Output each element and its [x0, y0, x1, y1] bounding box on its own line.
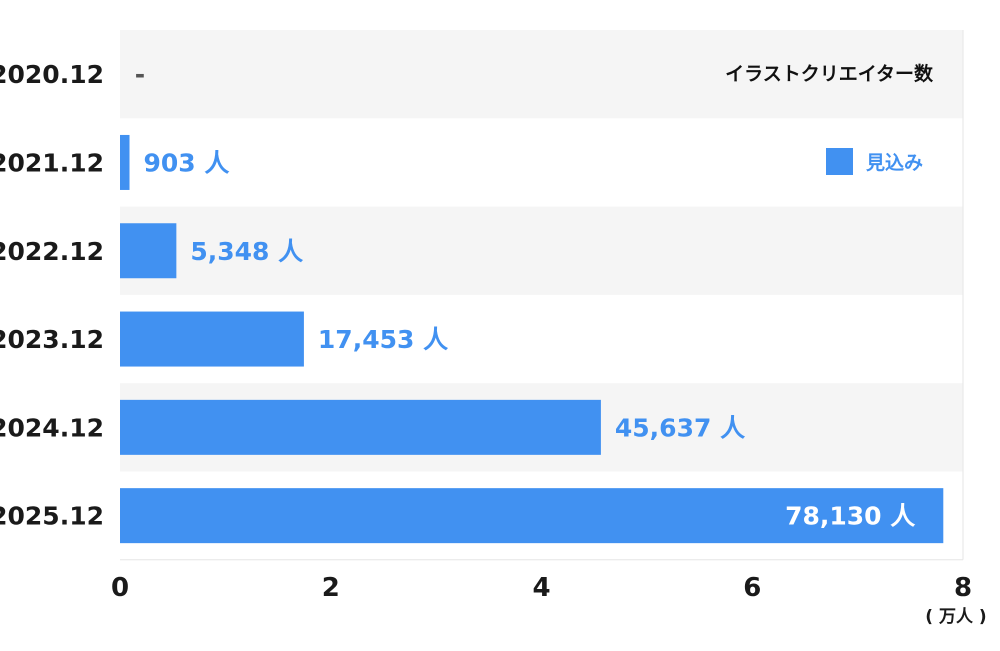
x-axis [120, 30, 964, 561]
x-axis-unit: ( 万人 ) [925, 607, 986, 627]
category-label: 2020.12 [0, 60, 104, 89]
row-bands [120, 30, 963, 472]
legend-title: イラストクリエイター数 [725, 62, 934, 85]
value-label: 78,130 人 [785, 502, 915, 531]
bars [120, 134, 944, 544]
category-label: 2024.12 [0, 413, 104, 442]
category-labels: 2020.12 2021.12 2022.12 2023.12 2024.12 2025.… [0, 60, 104, 531]
legend: イラストクリエイター数 見込み [725, 62, 934, 175]
value-label: 45,637 人 [615, 413, 745, 442]
value-label: 5,348 人 [190, 237, 303, 266]
x-tick-label: 6 [743, 573, 761, 603]
category-label: 2022.12 [0, 237, 104, 266]
value-label: 17,453 人 [318, 325, 448, 354]
row-band [120, 206, 963, 295]
category-label: 2025.12 [0, 502, 104, 531]
category-label: 2021.12 [0, 148, 104, 177]
bar-2025.12 [120, 488, 944, 544]
legend-swatch [826, 148, 853, 175]
legend-entry-label: 見込み [866, 152, 923, 174]
bar-2024.12 [120, 399, 601, 455]
bar-2023.12 [120, 311, 304, 367]
category-label: 2023.12 [0, 325, 104, 354]
x-tick-label: 8 [954, 573, 972, 603]
x-tick-labels: 0 2 4 6 8 [111, 573, 972, 603]
value-label: - [135, 60, 145, 89]
row-band [120, 30, 963, 119]
x-tick-label: 4 [532, 573, 550, 603]
value-labels: - 903 人 5,348 人 17,453 人 45,637 人 78,130 人 [135, 60, 915, 531]
bar-2021.12 [120, 134, 130, 190]
x-tick-label: 2 [322, 573, 340, 603]
value-label: 903 人 [144, 148, 230, 177]
bar-2022.12 [120, 223, 177, 279]
x-tick-label: 0 [111, 573, 129, 603]
